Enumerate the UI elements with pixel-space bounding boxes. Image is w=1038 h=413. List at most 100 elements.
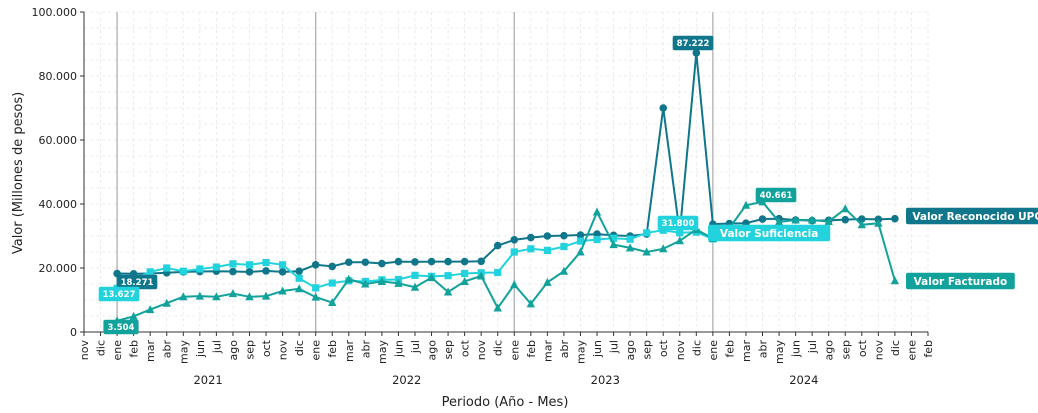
x-tick-label: ago [624,340,637,361]
value-annotation: 31.800 [662,219,695,229]
data-point [560,242,568,251]
data-point [443,287,453,296]
x-tick-label: nov [475,340,488,361]
data-point [593,235,601,244]
grid [83,11,929,333]
data-point [262,267,270,275]
data-point [576,231,585,239]
data-point [642,247,651,256]
data-point [510,280,519,289]
x-tick-label: jun [392,340,405,358]
data-point [411,271,419,279]
data-point [311,292,320,301]
x-tick-label: feb [525,340,538,358]
data-point [626,235,634,243]
data-point [476,271,486,280]
x-tick-label: sep [243,340,256,359]
data-point [179,292,188,301]
data-point [891,214,899,223]
data-point [427,257,436,266]
data-point [162,298,171,307]
data-point [857,220,867,229]
data-point [278,261,287,269]
data-point [477,257,485,266]
x-tick-label: jul [409,340,422,354]
data-point [527,245,535,253]
data-point [129,311,138,320]
series-end-label: Valor Suficiencia [720,228,818,240]
y-tick-label: 20.000 [39,262,78,275]
data-point [411,258,419,266]
x-tick-label: sep [641,340,654,359]
series-end-label-bg [906,207,1038,225]
x-tick-label: abr [359,340,372,359]
data-point [245,268,254,276]
series-end-label-bg [708,224,831,242]
data-point [807,215,817,224]
data-point [212,263,220,271]
x-tick-label: jul [806,340,819,354]
x-tick-label: ago [426,340,439,361]
x-tick-label: may [177,340,190,364]
data-point [294,284,304,293]
data-point [394,257,403,266]
x-tick-label: mar [541,340,554,362]
data-point [592,207,602,216]
data-point [675,236,684,245]
x-tick-label: mar [740,340,753,362]
y-tick-label: 100.000 [32,6,78,19]
x-tick-label: feb [723,340,736,358]
year-label: 2022 [392,373,421,387]
x-tick-label: sep [442,340,455,359]
x-tick-label: nov [674,340,687,361]
data-point [229,260,237,268]
x-tick-label: nov [277,340,290,361]
y-tick-label: 80.000 [39,70,78,83]
data-point [261,291,271,300]
year-label: 2024 [789,373,818,387]
data-point [427,273,436,282]
data-point [312,284,320,292]
data-point [625,243,635,252]
x-tick-label: ene [707,340,720,361]
value-annotation: 13.627 [103,290,136,300]
value-annotation: 87.222 [677,39,710,49]
x-tick-label: jul [210,340,223,354]
data-point [576,237,585,245]
data-point [526,299,536,308]
data-point [378,259,386,268]
data-point [527,233,535,242]
data-point [841,215,850,224]
value-annotation: 18.271 [121,278,154,288]
x-tick-label: ago [227,340,240,361]
x-tick-label: dic [492,340,505,356]
x-tick-label: abr [161,340,174,359]
x-axis-label: Periodo (Año - Mes) [442,395,569,410]
data-point [460,257,469,266]
x-tick-label: may [574,340,587,364]
data-point [824,217,833,226]
x-tick-label: mar [343,340,356,362]
data-point [245,292,254,301]
series-end-label: Valor Reconocido UPC [912,211,1038,223]
data-point [543,277,552,286]
data-point [560,231,568,240]
y-axis-label: Valor (Millones de pesos) [11,92,26,254]
x-tick-label: ene [508,340,521,361]
data-point [874,218,883,227]
data-point [295,274,303,282]
data-point [461,269,469,278]
data-point [444,272,452,280]
data-point [576,247,585,256]
x-tick-label: jun [790,340,803,358]
x-tick-label: dic [889,340,902,356]
data-point [741,200,751,209]
value-annotation-bg [672,35,714,51]
data-point [163,264,171,272]
x-tick-label: dic [690,340,703,356]
data-point [245,261,254,269]
data-point [841,204,850,213]
data-point [609,240,618,249]
